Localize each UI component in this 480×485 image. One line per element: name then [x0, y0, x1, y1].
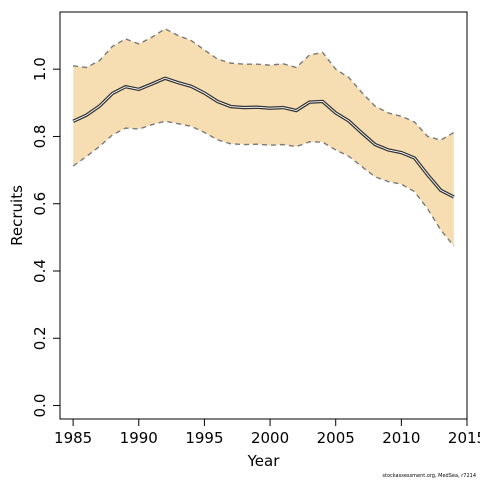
x-axis: 1985 1990 1995 2000 2005 2010 2015 [54, 418, 480, 447]
x-tick-label: 2005 [317, 429, 355, 447]
y-tick-label: 0.4 [31, 259, 49, 283]
x-axis-title: Year [247, 452, 281, 470]
y-axis-title: Recruits [8, 185, 26, 246]
y-tick-label: 0.6 [31, 192, 49, 216]
x-tick-label: 1995 [185, 429, 223, 447]
x-tick-label: 2000 [251, 429, 289, 447]
y-tick-label: 1.0 [31, 57, 49, 81]
series-line-layer [72, 28, 455, 247]
estimate-line [72, 77, 455, 198]
footnote: stockassessment.org, MedSea, r7214 [382, 473, 476, 479]
upper-bound-line [73, 28, 455, 141]
confidence-band [73, 28, 454, 247]
x-tick-label: 1985 [54, 429, 92, 447]
x-tick-label: 2015 [448, 429, 480, 447]
x-tick-label: 1990 [120, 429, 158, 447]
y-tick-label: 0.0 [31, 394, 49, 418]
y-tick-label: 0.8 [31, 125, 49, 149]
y-tick-label: 0.2 [31, 326, 49, 350]
x-tick-label: 2010 [382, 429, 420, 447]
confidence-band-layer [73, 28, 454, 247]
y-axis: 0.0 0.2 0.4 0.6 0.8 1.0 [31, 57, 61, 418]
lower-bound-line [72, 120, 455, 247]
